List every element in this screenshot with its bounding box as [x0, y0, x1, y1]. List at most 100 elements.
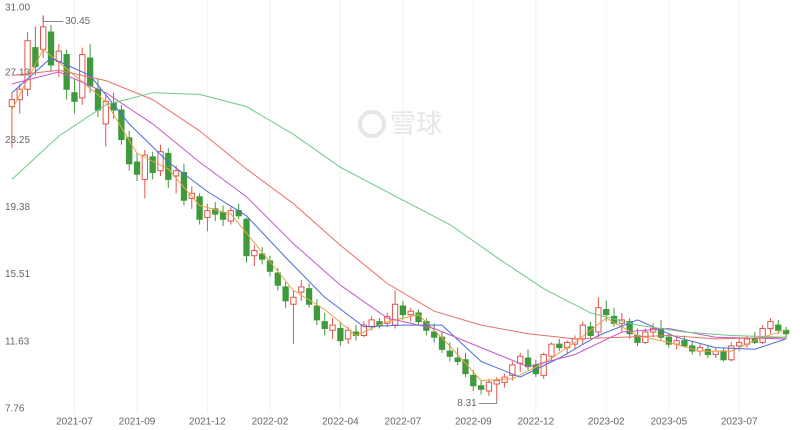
annotation-label: 30.45 — [65, 16, 90, 27]
candle-body — [196, 196, 203, 220]
candle-body — [438, 336, 446, 350]
candle-body — [509, 364, 516, 376]
candle-body — [517, 355, 524, 364]
ma-line — [11, 57, 787, 378]
annotation-leader — [42, 15, 64, 22]
candle-body — [71, 92, 78, 102]
candle-body — [157, 151, 164, 172]
candle-body — [212, 208, 219, 215]
x-tick-label: 2022-02 — [252, 417, 289, 428]
candle-body — [321, 321, 328, 330]
candle-body — [454, 357, 461, 362]
y-tick-label: 19.38 — [5, 202, 30, 213]
candle-body — [32, 47, 39, 68]
ma-line — [11, 92, 787, 338]
candle-body — [767, 321, 774, 330]
candle-body — [345, 329, 352, 340]
y-tick-label: 23.25 — [5, 135, 30, 146]
candle-body — [775, 324, 782, 331]
candle-body — [133, 161, 141, 175]
candle-body — [55, 50, 62, 62]
y-tick-label: 31.00 — [5, 3, 30, 14]
candle-body — [258, 253, 266, 260]
candle-body — [337, 328, 344, 342]
candle-body — [149, 156, 156, 173]
candle-body — [47, 31, 55, 66]
candle-body — [274, 272, 281, 286]
candle-body — [251, 250, 258, 257]
candle-body — [626, 321, 633, 335]
watermark: 雪球 — [358, 110, 442, 140]
candle-body — [524, 357, 532, 368]
candle-body — [493, 380, 500, 385]
y-tick-label: 11.63 — [5, 337, 30, 348]
x-tick-label: 2021-09 — [119, 417, 156, 428]
candle-body — [556, 343, 563, 349]
candle-body — [118, 109, 125, 141]
ma-line — [11, 71, 787, 368]
x-tick-label: 2023-02 — [588, 417, 625, 428]
candle-body — [40, 26, 47, 50]
y-tick-label: 27.13 — [5, 68, 30, 79]
candle-body — [298, 286, 305, 293]
x-tick-label: 2022-07 — [385, 417, 422, 428]
x-tick-label: 2022-04 — [322, 417, 359, 428]
candle-body — [227, 210, 235, 222]
candle-body — [243, 218, 250, 257]
y-tick-label: 7.76 — [5, 404, 25, 415]
candle-body — [282, 286, 289, 302]
candle-body — [360, 324, 367, 336]
candle-body — [180, 171, 188, 201]
candle-body — [126, 137, 133, 165]
y-tick-label: 15.51 — [5, 269, 30, 280]
annotation-label: 8.31 — [457, 398, 477, 409]
candle-body — [305, 288, 313, 305]
candle-body — [720, 350, 727, 361]
candle-body — [384, 315, 391, 324]
x-tick-label: 2021-12 — [189, 417, 226, 428]
candle-body — [329, 324, 336, 331]
candle-body — [391, 303, 399, 326]
candle-body — [368, 319, 375, 328]
candle-body — [86, 57, 94, 87]
candle-body — [313, 305, 321, 321]
x-tick-label: 2022-09 — [455, 417, 492, 428]
candle-body — [736, 341, 743, 347]
candle-body — [165, 152, 172, 180]
candle-body — [204, 210, 211, 219]
candle-body — [477, 385, 485, 390]
candle-body — [704, 348, 712, 356]
candle-body — [219, 211, 227, 220]
candle-body — [665, 336, 672, 345]
watermark-logo — [358, 110, 386, 138]
candle-body — [399, 305, 407, 316]
watermark-text: 雪球 — [390, 110, 442, 140]
x-tick-label: 2023-05 — [650, 417, 687, 428]
ma-line — [11, 69, 787, 340]
candle-body — [94, 88, 102, 111]
candle-body — [587, 326, 594, 336]
candle-body — [290, 296, 297, 305]
candle-body — [24, 40, 31, 90]
ma-line — [11, 48, 787, 382]
candle-body — [446, 350, 453, 357]
candle-body — [681, 340, 688, 347]
candle-body — [172, 170, 180, 177]
candle-body — [141, 154, 149, 180]
x-tick-label: 2023-07 — [721, 417, 758, 428]
candle-body — [759, 328, 766, 343]
candle-body — [470, 374, 477, 387]
candle-body — [603, 308, 610, 316]
candle-body — [266, 260, 274, 272]
annotation-leader — [478, 399, 498, 404]
x-tick-label: 2021-07 — [56, 417, 93, 428]
candle-body — [712, 350, 719, 356]
candle-body — [431, 331, 438, 338]
candle-body — [595, 307, 602, 333]
x-tick-label: 2022-12 — [517, 417, 554, 428]
candle-body — [548, 343, 555, 357]
candle-body — [8, 99, 16, 108]
candle-body — [407, 310, 414, 316]
candle-body — [485, 381, 493, 392]
